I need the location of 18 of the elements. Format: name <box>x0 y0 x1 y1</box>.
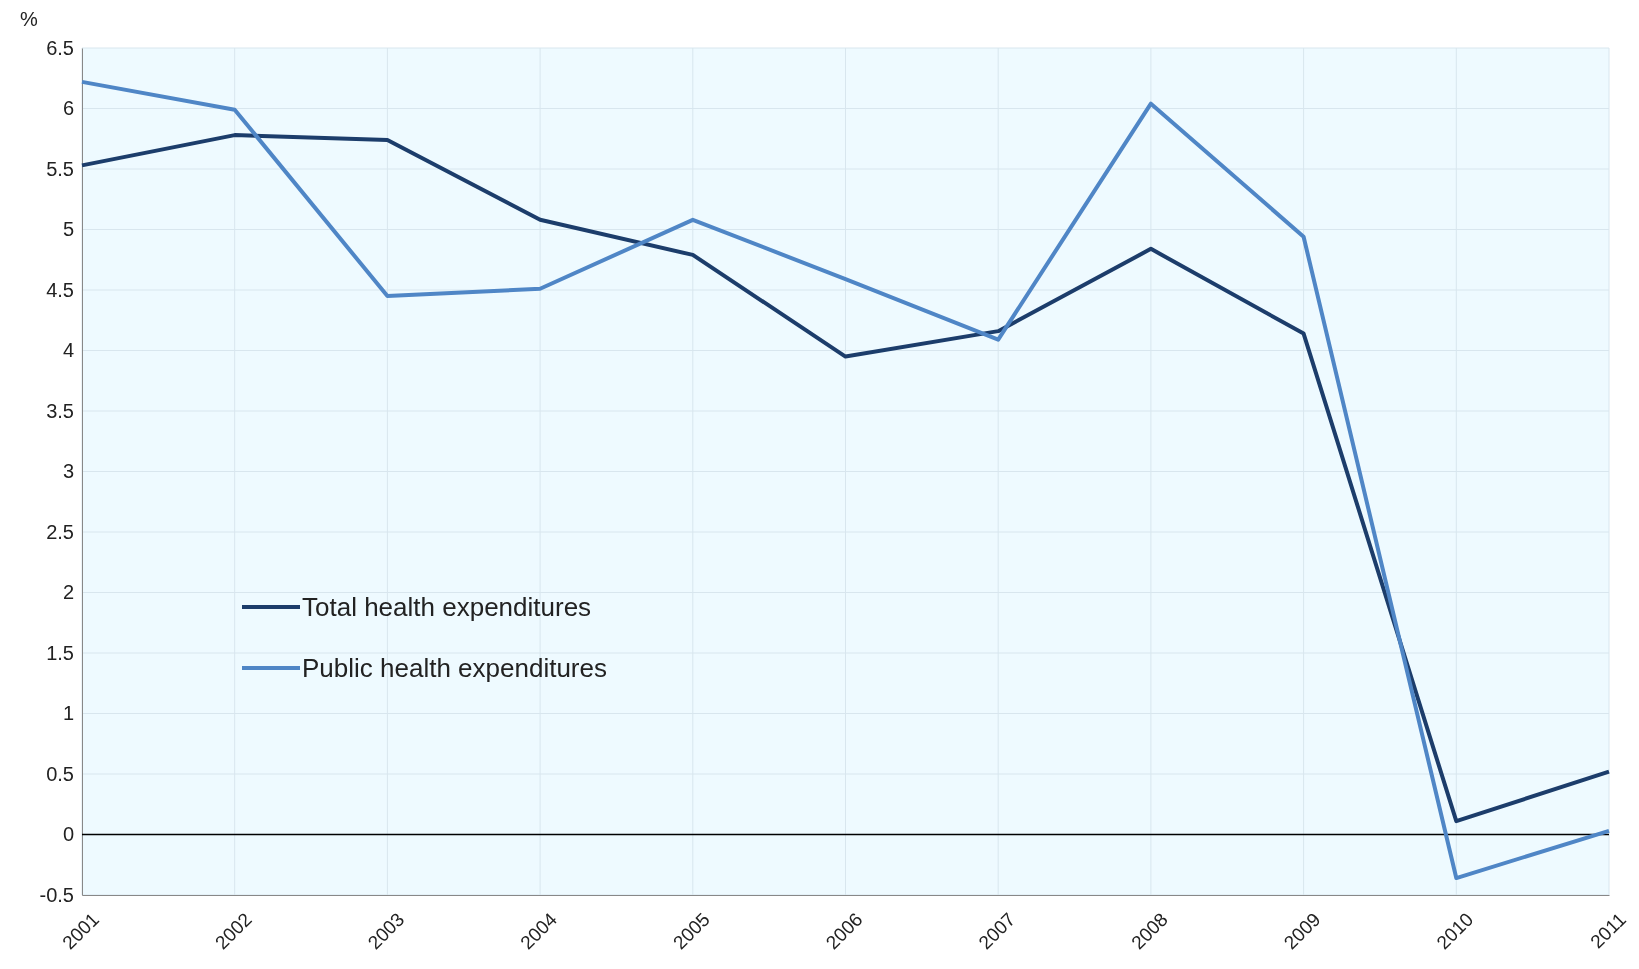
y-tick-label: 3 <box>62 460 74 483</box>
y-tick-label: 2 <box>62 581 74 604</box>
y-tick-label: 1 <box>62 702 74 725</box>
legend-label: Total health expenditures <box>302 592 592 623</box>
y-tick-label: 1.5 <box>46 641 74 664</box>
y-tick-label: 4 <box>62 339 74 362</box>
y-tick-label: 0.5 <box>46 762 74 785</box>
legend-label: Public health expenditures <box>302 653 607 684</box>
y-tick-label: 6 <box>62 97 74 120</box>
y-tick-label: 3.5 <box>46 399 74 422</box>
y-tick-label: 4.5 <box>46 278 74 301</box>
y-tick-label: 5 <box>62 218 74 241</box>
y-tick-label: -0.5 <box>39 883 74 906</box>
y-tick-label: 6.5 <box>46 36 74 59</box>
y-axis-title: % <box>20 8 38 30</box>
y-tick-label: 5.5 <box>46 157 74 180</box>
y-tick-label: 0 <box>62 823 74 846</box>
y-tick-label: 2.5 <box>46 520 74 543</box>
